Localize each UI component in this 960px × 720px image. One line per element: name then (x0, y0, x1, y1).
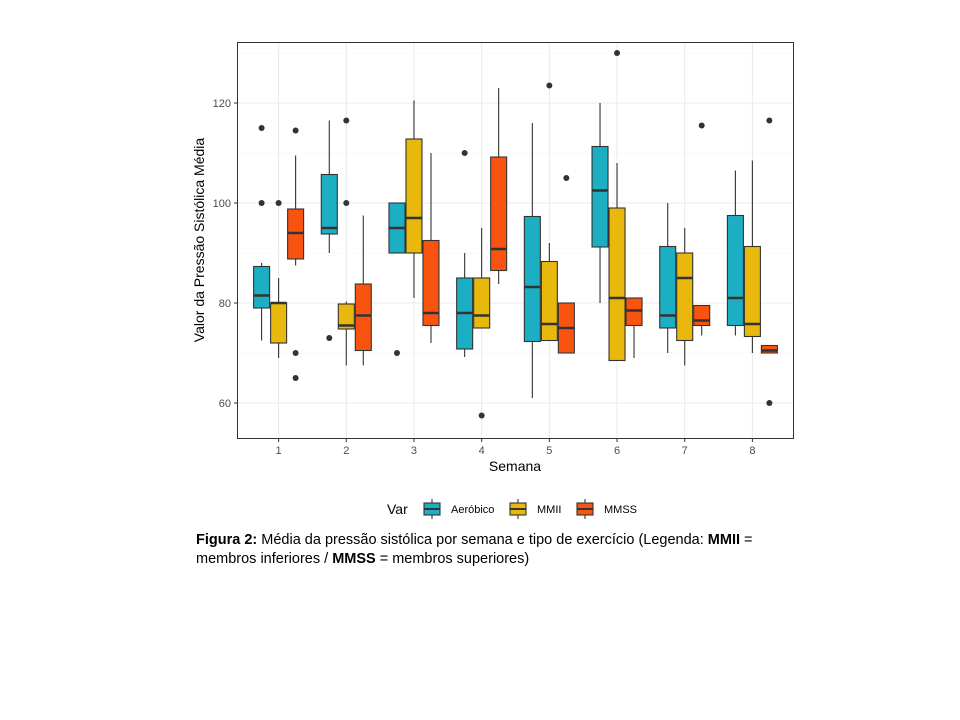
outlier-point (563, 175, 570, 181)
box-group (354, 215, 372, 366)
box-group (253, 125, 271, 341)
box (659, 245, 677, 329)
y-tick-label: 120 (213, 98, 231, 110)
outlier-point (766, 117, 773, 124)
legend-label: MMII (537, 504, 561, 516)
box (726, 214, 744, 327)
outlier-point (478, 412, 485, 419)
x-tick-label: 1 (276, 445, 282, 457)
legend-title: Var (387, 501, 408, 517)
box-group (456, 150, 474, 357)
box-group (320, 120, 338, 341)
legend-label: MMSS (604, 504, 637, 516)
box-group (743, 160, 761, 353)
x-tick-label: 2 (343, 445, 349, 457)
box-group (405, 100, 423, 298)
box (473, 277, 491, 329)
legend: Var Aeróbico MMII MMSS (387, 499, 637, 519)
box-group (726, 170, 744, 336)
x-tick-label: 7 (682, 445, 688, 457)
legend-key (576, 499, 594, 519)
box-group (388, 202, 406, 356)
caption-text-3: = membros superiores) (375, 551, 530, 567)
x-axis-title: Semana (489, 458, 541, 474)
outlier-point (546, 82, 553, 89)
box (540, 260, 558, 342)
box (676, 252, 694, 342)
outlier-point (326, 335, 333, 341)
box (523, 215, 541, 343)
outlier-point (292, 350, 299, 356)
box-group (591, 103, 609, 303)
box (760, 344, 778, 354)
box-group (337, 117, 355, 366)
box-group (676, 228, 694, 366)
box (270, 302, 288, 344)
caption-term-mmss: MMSS (332, 551, 376, 567)
legend-key (509, 499, 527, 519)
x-tick-label: 4 (479, 445, 485, 457)
boxplot-chart: 60 80 100 120 1 2 3 4 5 6 7 8 Semana Valor da Pres… (191, 42, 794, 519)
y-axis-ticks: 60 80 100 120 (213, 98, 238, 410)
major-gridlines (238, 43, 793, 438)
plot-panel-border (237, 42, 794, 439)
outlier-point (766, 400, 773, 406)
box (693, 304, 711, 327)
box (405, 138, 423, 254)
box-group (608, 50, 626, 362)
box (591, 145, 609, 248)
box (625, 297, 643, 327)
box-group (760, 117, 778, 406)
outlier-point (258, 125, 265, 131)
box (320, 173, 338, 235)
outlier-point (343, 200, 350, 206)
y-tick-label: 60 (219, 398, 231, 410)
outlier-point (698, 122, 705, 129)
box (743, 245, 761, 338)
caption-label: Figura 2: (196, 532, 258, 548)
outlier-point (461, 150, 468, 156)
box-group (473, 228, 491, 419)
box-group (287, 127, 305, 381)
box (490, 156, 508, 272)
box-group (557, 175, 575, 354)
legend-key (423, 499, 441, 519)
outlier-point (393, 350, 400, 356)
minor-gridlines (238, 52, 793, 354)
outlier-point (292, 127, 299, 134)
outlier-point (614, 50, 621, 56)
outlier-point (258, 200, 265, 206)
box (422, 239, 440, 327)
caption-term-mmii: MMII (707, 532, 741, 548)
box (253, 265, 271, 309)
outlier-point (292, 375, 299, 381)
figure-caption: Figura 2: Média da pressão sistólica por… (196, 531, 816, 569)
boxplot-series (253, 50, 778, 419)
box (354, 283, 372, 352)
box-group (270, 200, 288, 358)
x-tick-label: 5 (546, 445, 552, 457)
box (337, 303, 355, 330)
y-axis-title: Valor da Pressão Sistólica Média (191, 138, 207, 343)
outlier-point (343, 117, 350, 124)
box-group (523, 123, 541, 398)
box-group (422, 153, 440, 343)
x-tick-label: 3 (411, 445, 417, 457)
box-group (659, 203, 677, 353)
legend-label: Aeróbico (451, 504, 494, 516)
y-tick-label: 80 (219, 298, 231, 310)
box-group (540, 82, 558, 342)
box-group (490, 88, 508, 284)
caption-text-1: Média da pressão sistólica por semana e … (257, 532, 708, 548)
box-group (693, 122, 711, 336)
box-group (625, 297, 643, 358)
x-tick-label: 8 (749, 445, 755, 457)
box (608, 207, 626, 362)
outlier-point (275, 200, 282, 206)
x-axis-ticks: 1 2 3 4 5 6 7 8 (276, 438, 755, 457)
x-tick-label: 6 (614, 445, 620, 457)
y-tick-label: 100 (213, 198, 231, 210)
caption-text-2: = membros inferiores / (196, 532, 753, 567)
